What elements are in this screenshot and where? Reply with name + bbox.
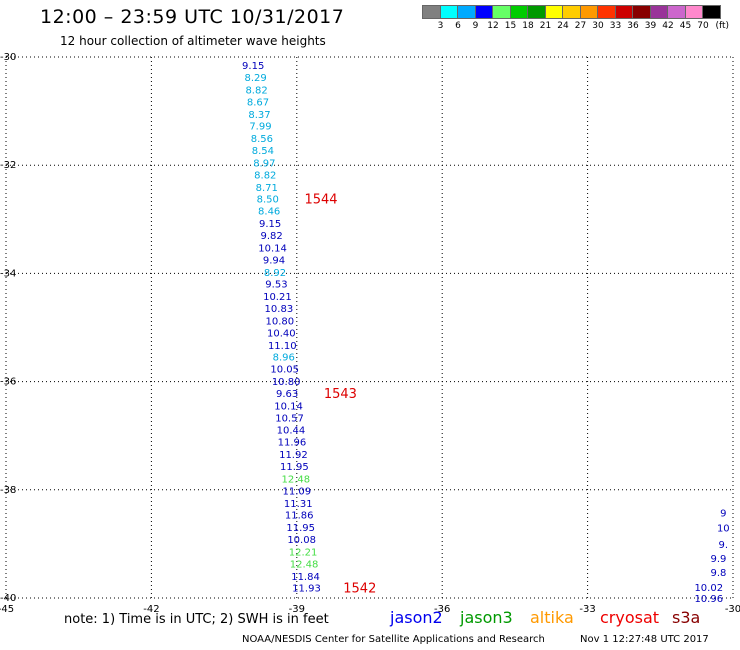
wave-height-label: 9. xyxy=(719,540,729,551)
wave-height-label: 8.71 xyxy=(256,183,278,194)
pass-time-label: 1544 xyxy=(304,193,337,208)
x-tick-label: -30 xyxy=(725,604,740,615)
wave-height-label: 8.37 xyxy=(248,110,270,121)
wave-height-label: 8.29 xyxy=(244,73,266,84)
color-scale-label: 36 xyxy=(627,21,639,31)
wave-height-label: 8.46 xyxy=(258,207,280,218)
pass-time-label: 1543 xyxy=(324,387,357,402)
wave-height-label: 9.53 xyxy=(265,280,287,291)
color-scale-label: 12 xyxy=(487,21,499,31)
legend-cryosat: cryosat xyxy=(600,608,660,627)
wave-height-label: 12.48 xyxy=(290,559,319,570)
x-tick-label: -36 xyxy=(434,604,450,615)
color-scale-label: 24 xyxy=(557,21,569,31)
color-scale-label: 30 xyxy=(592,21,604,31)
wave-height-label: 10.80 xyxy=(272,377,301,388)
legend-altika: altika xyxy=(530,608,574,627)
wave-height-label: 9.82 xyxy=(260,231,282,242)
chart-subtitle: 12 hour collection of altimeter wave hei… xyxy=(60,34,326,48)
chart-title: 12:00 – 23:59 UTC 10/31/2017 xyxy=(40,6,345,28)
color-scale-label: 21 xyxy=(539,21,552,31)
wave-height-label: 11.93 xyxy=(292,584,321,595)
color-scale-label: 6 xyxy=(455,21,461,31)
wave-height-label: 10.83 xyxy=(265,304,294,315)
wave-height-label: 10.96 xyxy=(694,594,723,605)
wave-height-label: 11.84 xyxy=(291,572,320,583)
wave-height-label: 11.09 xyxy=(282,486,311,497)
x-tick-label: -33 xyxy=(579,604,595,615)
wave-height-label: 9 xyxy=(720,509,726,520)
wave-height-label: 11.92 xyxy=(279,450,308,461)
color-scale-label: 15 xyxy=(504,21,517,31)
wave-height-label: 12.48 xyxy=(282,474,311,485)
wave-height-label: 9.9 xyxy=(711,554,727,565)
wave-height-label: 9.8 xyxy=(711,568,727,579)
wave-height-label: 9.63 xyxy=(276,389,298,400)
wave-height-label: 10.44 xyxy=(277,426,306,437)
wave-height-label: 10.21 xyxy=(263,292,292,303)
credit-line: NOAA/NESDIS Center for Satellite Applica… xyxy=(242,634,545,645)
wave-height-label: 8.56 xyxy=(251,134,273,145)
legend-s3a: s3a xyxy=(672,608,701,627)
legend-jason3: jason3 xyxy=(460,608,513,627)
wave-height-label: 11.95 xyxy=(286,523,315,534)
wave-height-label: 8.97 xyxy=(253,158,275,169)
color-scale-label: 3 xyxy=(437,21,444,31)
color-swatch xyxy=(702,5,721,19)
wave-height-label: 12.21 xyxy=(289,547,318,558)
color-scale-label: 45 xyxy=(679,21,692,31)
x-tick-label: -45 xyxy=(0,604,14,615)
wave-height-label: 10.57 xyxy=(275,413,304,424)
wave-height-label: 8.96 xyxy=(273,353,295,364)
wave-height-label: 10.08 xyxy=(287,535,316,546)
color-scale-label: 39 xyxy=(644,21,657,31)
wave-height-label: 10.02 xyxy=(694,583,723,594)
x-tick-label: -39 xyxy=(289,604,305,615)
pass-time-label: 1542 xyxy=(343,582,376,597)
y-tick-label: -40 xyxy=(0,593,16,604)
generated-timestamp: Nov 1 12:27:48 UTC 2017 xyxy=(580,634,709,645)
color-scale-label: 42 xyxy=(662,21,674,31)
y-tick-label: -36 xyxy=(0,377,16,388)
wave-height-label: 10 xyxy=(717,524,730,535)
wave-height-label: 11.86 xyxy=(285,511,314,522)
wave-height-label: 9.94 xyxy=(263,255,285,266)
y-tick-label: -38 xyxy=(0,485,16,496)
wave-height-label: 10.40 xyxy=(267,328,296,339)
wave-height-label: 11.31 xyxy=(284,499,313,510)
x-tick-label: -42 xyxy=(143,604,159,615)
color-scale-label: 18 xyxy=(522,21,534,31)
wave-height-label: 8.82 xyxy=(254,170,276,181)
wave-height-label: 11.96 xyxy=(278,438,307,449)
y-tick-label: -32 xyxy=(0,160,16,171)
wave-height-label: 9.15 xyxy=(242,61,264,72)
units-note: note: 1) Time is in UTC; 2) SWH is in fe… xyxy=(64,612,329,627)
color-scale-label: 9 xyxy=(472,21,479,31)
color-scale-label: 70 xyxy=(697,21,709,31)
wave-height-label: 7.99 xyxy=(249,122,271,133)
wave-height-label: 10.05 xyxy=(270,365,299,376)
color-scale-label: 27 xyxy=(574,21,587,31)
wave-height-label: 8.92 xyxy=(264,268,286,279)
wave-height-label: 10.14 xyxy=(274,401,303,412)
legend-jason2: jason2 xyxy=(390,608,443,627)
wave-height-label: 10.14 xyxy=(258,243,287,254)
wave-height-label: 8.67 xyxy=(247,97,269,108)
wave-height-label: 9.15 xyxy=(259,219,281,230)
wave-height-label: 8.50 xyxy=(257,195,279,206)
wave-height-label: 8.54 xyxy=(252,146,274,157)
y-tick-label: -30 xyxy=(0,52,16,63)
wave-height-label: 8.82 xyxy=(245,85,267,96)
color-scale-unit: (ft) xyxy=(715,21,730,31)
wave-height-label: 11.10 xyxy=(268,341,297,352)
wave-height-label: 10.80 xyxy=(266,316,295,327)
wave-height-label: 11.95 xyxy=(280,462,309,473)
y-tick-label: -34 xyxy=(0,268,16,279)
color-scale-label: 33 xyxy=(609,21,622,31)
